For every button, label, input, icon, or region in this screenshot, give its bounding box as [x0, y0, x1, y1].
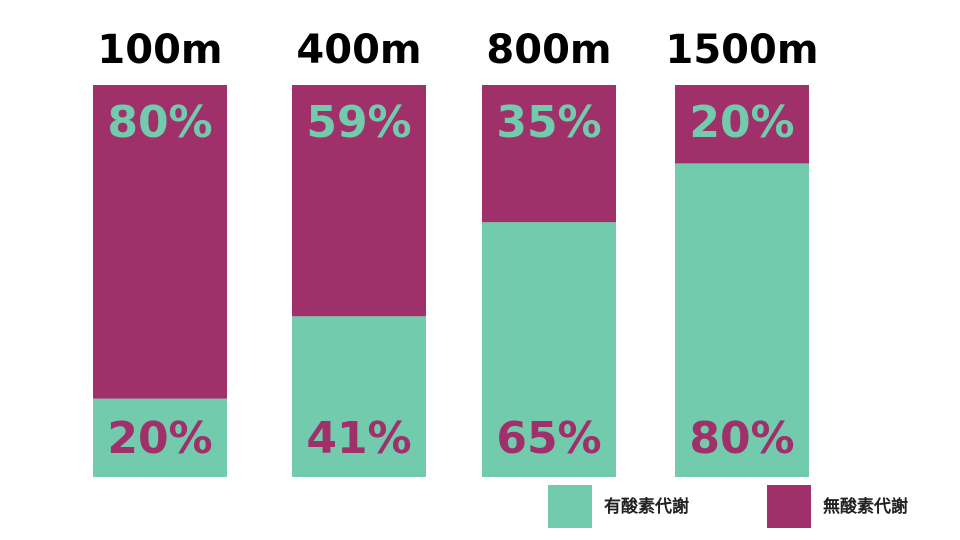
- value-label: 80%: [107, 97, 212, 148]
- value-label: 80%: [689, 413, 794, 464]
- bar-segment: [93, 398, 227, 477]
- bar-segment: [482, 222, 616, 477]
- legend-label: 無酸素代謝: [823, 496, 908, 517]
- bar-segment: [482, 85, 616, 223]
- bar-segment: [292, 316, 426, 477]
- bar-segment: [292, 85, 426, 317]
- value-label: 20%: [107, 413, 212, 464]
- category-label: 100m: [97, 27, 222, 73]
- value-label: 65%: [496, 413, 601, 464]
- value-label: 20%: [689, 97, 794, 148]
- value-label: 59%: [306, 97, 411, 148]
- category-label: 800m: [486, 27, 611, 73]
- bar-segment: [675, 163, 809, 477]
- bar-segment: [675, 85, 809, 164]
- value-label: 35%: [496, 97, 601, 148]
- bar-segment: [93, 85, 227, 399]
- value-label: 41%: [306, 413, 411, 464]
- category-label: 400m: [296, 27, 421, 73]
- legend-swatch: [767, 485, 811, 528]
- category-label: 1500m: [665, 27, 818, 73]
- legend-label: 有酸素代謝: [604, 496, 689, 517]
- legend-swatch: [548, 485, 592, 528]
